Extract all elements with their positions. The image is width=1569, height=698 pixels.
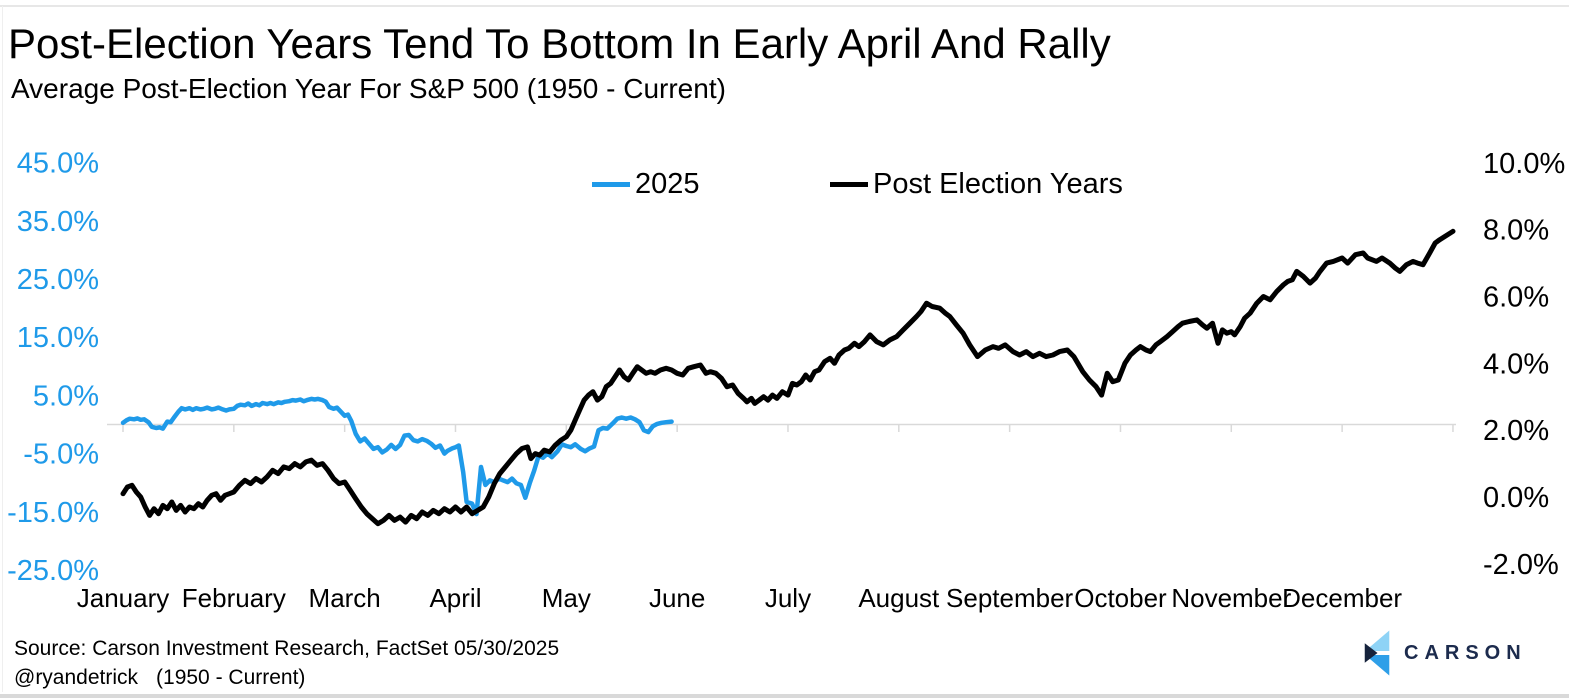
- x-axis-label: July: [765, 583, 811, 613]
- top-border-line: [0, 5, 1569, 7]
- left-axis-label: 25.0%: [17, 264, 99, 296]
- bottom-border-strip: [0, 694, 1569, 698]
- series-line-post-election-years: [120, 228, 1456, 527]
- x-axis-label: September: [946, 583, 1074, 613]
- right-axis-label: 4.0%: [1483, 348, 1549, 380]
- left-axis-label: -5.0%: [23, 439, 99, 471]
- x-axis-label: January: [77, 583, 170, 613]
- x-axis-label: May: [542, 583, 591, 613]
- right-axis-label: 10.0%: [1483, 148, 1565, 180]
- right-axis-label: -2.0%: [1483, 549, 1559, 581]
- chart-subtitle: Average Post-Election Year For S&P 500 (…: [11, 73, 726, 104]
- left-axis-label: 35.0%: [17, 206, 99, 238]
- carson-brand-text: CARSON: [1404, 641, 1527, 664]
- left-axis-label: 15.0%: [17, 322, 99, 354]
- carson-chevron-icon: [1364, 630, 1390, 676]
- x-axis-label: November: [1171, 583, 1291, 613]
- left-axis-label: 5.0%: [33, 380, 99, 412]
- x-axis-label: December: [1282, 583, 1402, 613]
- right-axis-label: 8.0%: [1483, 215, 1549, 247]
- footer-handle-line: @ryandetrick (1950 - Current): [14, 666, 305, 690]
- legend-label-2025: 2025: [635, 167, 700, 200]
- x-axis-label: August: [858, 583, 940, 613]
- x-axis-label: February: [182, 583, 286, 613]
- left-axis-label: 45.0%: [17, 148, 99, 180]
- right-axis-label: 0.0%: [1483, 482, 1549, 514]
- legend-swatch-2025: [592, 181, 630, 187]
- legend-swatch-post-election-years: [830, 181, 868, 187]
- legend-label-post-election-years: Post Election Years: [873, 167, 1123, 200]
- left-axis-label: -15.0%: [7, 497, 99, 529]
- legend-item-post-election-years: Post Election Years: [830, 168, 1123, 200]
- series-line-2025: [120, 396, 674, 517]
- chart-title: Post-Election Years Tend To Bottom In Ea…: [8, 20, 1111, 67]
- right-axis-label: 6.0%: [1483, 281, 1549, 313]
- x-axis-label: June: [649, 583, 705, 613]
- right-axis-label: 2.0%: [1483, 415, 1549, 447]
- left-axis-label: -25.0%: [7, 555, 99, 587]
- x-axis-label: April: [429, 583, 481, 613]
- left-border-line: [2, 6, 3, 692]
- carson-brand-logo: CARSON: [1362, 630, 1527, 676]
- source-text: Source: Carson Investment Research, Fact…: [14, 637, 560, 660]
- x-axis-label: October: [1074, 583, 1167, 613]
- legend-item-2025: 2025: [592, 168, 700, 200]
- x-axis-label: March: [309, 583, 381, 613]
- author-handle: @ryandetrick: [14, 666, 139, 689]
- range-note: (1950 - Current): [156, 666, 306, 689]
